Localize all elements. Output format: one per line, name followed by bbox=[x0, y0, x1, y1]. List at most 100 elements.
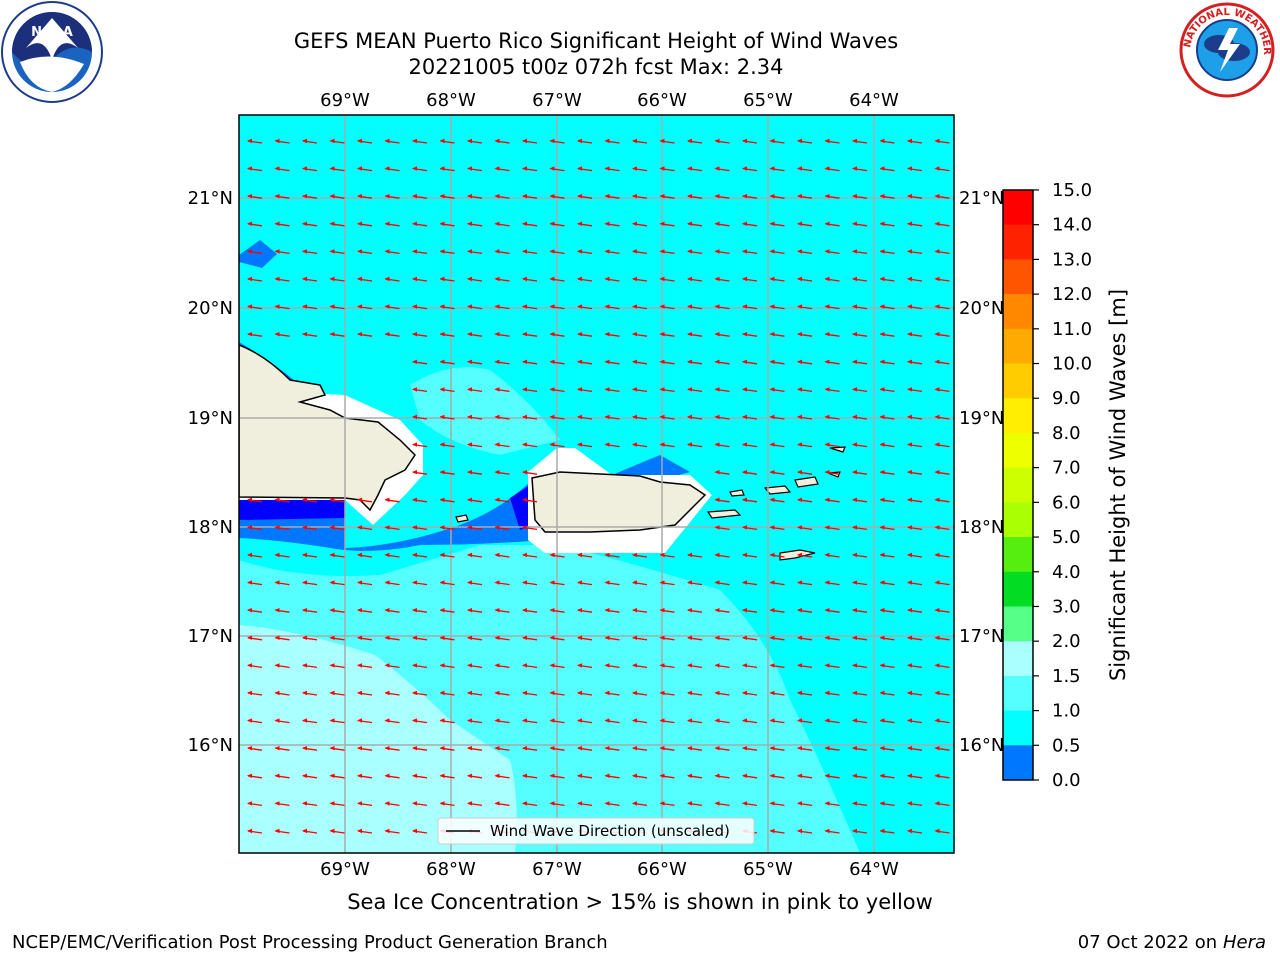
wave-direction-arrow bbox=[714, 470, 730, 475]
wave-direction-arrow bbox=[577, 663, 593, 669]
wave-direction-arrow bbox=[274, 249, 290, 255]
wave-direction-arrow bbox=[852, 332, 868, 337]
wave-direction-arrow bbox=[604, 773, 620, 779]
wave-height-contour-0.5-patch bbox=[239, 240, 277, 268]
wave-direction-arrow bbox=[714, 690, 730, 696]
wave-direction-arrow bbox=[687, 276, 703, 282]
wave-direction-arrow bbox=[412, 359, 428, 365]
colorbar-segment bbox=[1003, 294, 1033, 330]
colorbar-frame bbox=[1002, 189, 1034, 781]
wave-direction-arrow bbox=[714, 387, 730, 393]
wave-direction-arrow bbox=[824, 166, 840, 172]
wave-direction-arrow bbox=[522, 194, 538, 199]
wave-direction-arrow bbox=[467, 221, 483, 227]
colorbar-tick-label: 14.0 bbox=[1052, 215, 1092, 236]
colorbar-segment bbox=[1003, 398, 1033, 434]
wave-direction-arrow bbox=[659, 304, 675, 310]
wave-direction-arrow bbox=[357, 138, 373, 144]
lon-label-bottom: 65°W bbox=[743, 859, 793, 880]
colorbar-segment bbox=[1003, 363, 1033, 399]
lon-label-bottom: 64°W bbox=[849, 859, 899, 880]
wave-direction-arrow bbox=[549, 359, 565, 365]
lon-label-top: 64°W bbox=[849, 90, 899, 111]
wave-direction-arrow bbox=[247, 276, 263, 282]
wave-direction-arrow bbox=[384, 138, 400, 144]
wave-direction-arrow bbox=[714, 608, 730, 613]
wave-direction-arrow bbox=[274, 276, 290, 282]
wave-direction-arrow bbox=[412, 470, 428, 475]
wave-direction-arrow bbox=[824, 138, 840, 144]
wave-direction-arrow bbox=[577, 635, 593, 641]
colorbar-tick-label: 4.0 bbox=[1052, 562, 1081, 583]
wave-direction-arrow bbox=[934, 249, 950, 255]
wave-direction-arrow bbox=[632, 194, 648, 199]
colorbar-segment bbox=[1003, 606, 1033, 642]
legend-label: Wind Wave Direction (unscaled) bbox=[490, 822, 730, 840]
chart-title: GEFS MEAN Puerto Rico Significant Height… bbox=[293, 29, 899, 53]
wave-direction-arrow bbox=[824, 635, 840, 641]
wave-direction-arrow bbox=[907, 801, 923, 807]
wave-direction-arrow bbox=[302, 690, 318, 696]
wave-direction-arrow bbox=[467, 276, 483, 282]
credit-text: NCEP/EMC/Verification Post Processing Pr… bbox=[12, 932, 608, 953]
colorbar-segment bbox=[1003, 745, 1033, 781]
wave-direction-arrow bbox=[852, 663, 868, 669]
wave-direction-arrow bbox=[522, 442, 538, 448]
wave-direction-arrow bbox=[494, 221, 510, 227]
wave-direction-arrow bbox=[522, 414, 538, 420]
wave-direction-arrow bbox=[687, 635, 703, 641]
wave-direction-arrow bbox=[824, 332, 840, 337]
wave-direction-arrow bbox=[384, 249, 400, 255]
wave-direction-arrow bbox=[604, 221, 620, 227]
wave-direction-arrow bbox=[907, 221, 923, 227]
wave-direction-arrow bbox=[384, 221, 400, 227]
colorbar-title: Significant Height of Wind Waves [m] bbox=[1106, 289, 1130, 681]
wave-direction-arrow bbox=[577, 276, 593, 282]
wave-direction-arrow bbox=[412, 387, 428, 393]
wave-direction-arrow bbox=[742, 249, 758, 255]
wave-direction-arrow bbox=[467, 359, 483, 365]
wave-direction-arrow bbox=[522, 138, 538, 144]
wave-direction-arrow bbox=[632, 635, 648, 641]
wave-direction-arrow bbox=[934, 690, 950, 696]
wave-direction-arrow bbox=[742, 332, 758, 337]
wave-direction-arrow bbox=[329, 525, 345, 531]
wave-direction-arrow bbox=[549, 442, 565, 448]
wave-direction-arrow bbox=[687, 442, 703, 448]
wave-direction-arrow bbox=[274, 801, 290, 807]
wave-direction-arrow bbox=[769, 414, 785, 420]
wave-direction-arrow bbox=[439, 746, 455, 751]
colorbar-tick-label: 6.0 bbox=[1052, 492, 1081, 513]
wave-direction-arrow bbox=[797, 249, 813, 255]
wave-direction-arrow bbox=[604, 332, 620, 337]
colorbar-tick-label: 5.0 bbox=[1052, 527, 1081, 548]
wave-direction-arrow bbox=[604, 414, 620, 420]
wave-direction-arrow bbox=[494, 552, 510, 558]
wave-direction-arrow bbox=[797, 221, 813, 227]
wave-direction-arrow bbox=[934, 746, 950, 751]
wave-direction-arrow bbox=[687, 663, 703, 669]
wave-direction-arrow bbox=[467, 304, 483, 310]
wave-direction-arrow bbox=[467, 442, 483, 448]
wave-direction-arrow bbox=[714, 194, 730, 199]
wave-direction-arrow bbox=[522, 635, 538, 641]
wave-direction-arrow bbox=[384, 718, 400, 724]
wave-direction-arrow bbox=[879, 304, 895, 310]
wave-direction-arrow bbox=[302, 663, 318, 669]
wave-direction-arrow bbox=[934, 718, 950, 724]
wave-direction-arrow bbox=[467, 663, 483, 669]
wave-direction-arrow bbox=[632, 608, 648, 613]
wave-direction-arrow bbox=[742, 663, 758, 669]
wave-direction-arrow bbox=[687, 166, 703, 172]
wave-direction-arrow bbox=[577, 746, 593, 751]
wave-direction-arrow bbox=[247, 690, 263, 696]
longitude-labels-top: 69°W 68°W 67°W 66°W 65°W 64°W bbox=[320, 90, 899, 111]
wave-direction-arrow bbox=[494, 166, 510, 172]
wave-direction-arrow bbox=[907, 773, 923, 779]
wave-direction-arrow bbox=[907, 828, 923, 834]
lat-label-right: 20°N bbox=[959, 298, 1004, 319]
wave-direction-arrow bbox=[494, 332, 510, 337]
wave-direction-arrow bbox=[412, 552, 428, 558]
wave-direction-arrow bbox=[467, 470, 483, 475]
wave-direction-arrow bbox=[742, 414, 758, 420]
